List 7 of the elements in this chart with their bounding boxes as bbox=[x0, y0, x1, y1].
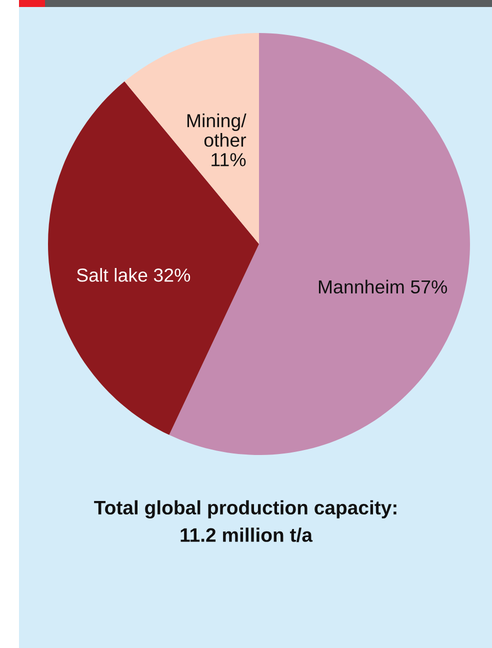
pie-slice bbox=[48, 81, 259, 435]
slice-label: Mannheim 57% bbox=[318, 280, 448, 294]
pie-slice bbox=[124, 33, 259, 244]
text: Total global production capacity: 11.2 million t/a bbox=[94, 500, 396, 542]
slice-label: Mining/ other bbox=[187, 114, 246, 147]
slice-label: Salt lake 32% bbox=[76, 268, 190, 282]
data-label: 11% bbox=[212, 153, 246, 166]
